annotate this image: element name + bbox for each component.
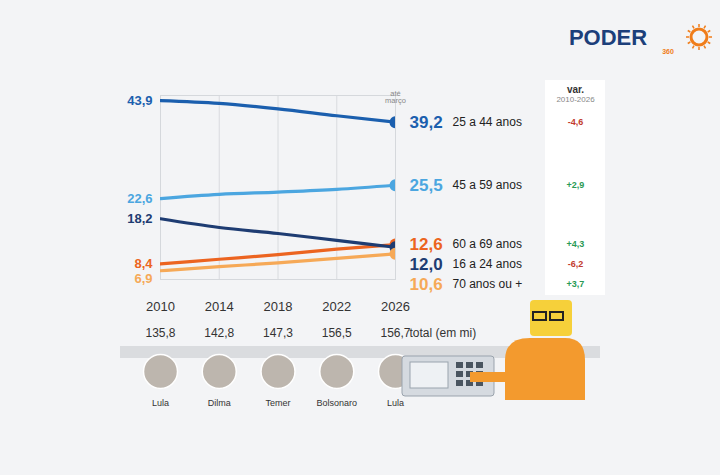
- svg-text:10,6: 10,6: [410, 275, 443, 294]
- svg-text:2018: 2018: [264, 299, 293, 314]
- svg-text:39,2: 39,2: [410, 113, 443, 132]
- svg-text:147,3: 147,3: [263, 326, 293, 340]
- svg-text:60 a 69 anos: 60 a 69 anos: [453, 237, 522, 251]
- svg-text:22,6: 22,6: [127, 191, 152, 206]
- svg-text:+3,7: +3,7: [567, 279, 585, 289]
- svg-text:-6,2: -6,2: [568, 259, 584, 269]
- svg-text:6,9: 6,9: [134, 271, 152, 286]
- svg-text:142,8: 142,8: [204, 326, 234, 340]
- svg-text:Lula: Lula: [387, 398, 404, 408]
- svg-text:8,4: 8,4: [134, 256, 153, 271]
- svg-text:25 a 44 anos: 25 a 44 anos: [453, 115, 522, 129]
- svg-text:2010-2026: 2010-2026: [556, 95, 595, 104]
- svg-text:Lula: Lula: [152, 398, 169, 408]
- svg-text:25,5: 25,5: [410, 176, 443, 195]
- svg-text:12,6: 12,6: [410, 235, 443, 254]
- svg-text:+4,3: +4,3: [567, 239, 585, 249]
- svg-text:2026: 2026: [381, 299, 410, 314]
- svg-text:12,0: 12,0: [410, 255, 443, 274]
- svg-text:43,9: 43,9: [127, 93, 152, 108]
- svg-text:total (em mi): total (em mi): [410, 326, 477, 340]
- svg-text:2010: 2010: [146, 299, 175, 314]
- svg-text:156,5: 156,5: [322, 326, 352, 340]
- svg-text:Bolsonaro: Bolsonaro: [316, 398, 357, 408]
- svg-text:2014: 2014: [205, 299, 234, 314]
- svg-text:Dilma: Dilma: [208, 398, 231, 408]
- svg-text:PODER: PODER: [569, 25, 647, 50]
- svg-text:70 anos ou +: 70 anos ou +: [453, 277, 523, 291]
- svg-text:2022: 2022: [322, 299, 351, 314]
- svg-text:135,8: 135,8: [145, 326, 175, 340]
- svg-text:18,2: 18,2: [127, 211, 152, 226]
- svg-text:16 a 24 anos: 16 a 24 anos: [453, 257, 522, 271]
- svg-text:Temer: Temer: [265, 398, 290, 408]
- svg-text:360: 360: [662, 48, 674, 55]
- svg-text:+2,9: +2,9: [567, 180, 585, 190]
- svg-text:45 a 59 anos: 45 a 59 anos: [453, 178, 522, 192]
- svg-text:atémarço: atémarço: [385, 89, 406, 106]
- svg-text:156,7: 156,7: [380, 326, 410, 340]
- svg-text:var.: var.: [567, 84, 584, 95]
- svg-text:-4,6: -4,6: [568, 117, 584, 127]
